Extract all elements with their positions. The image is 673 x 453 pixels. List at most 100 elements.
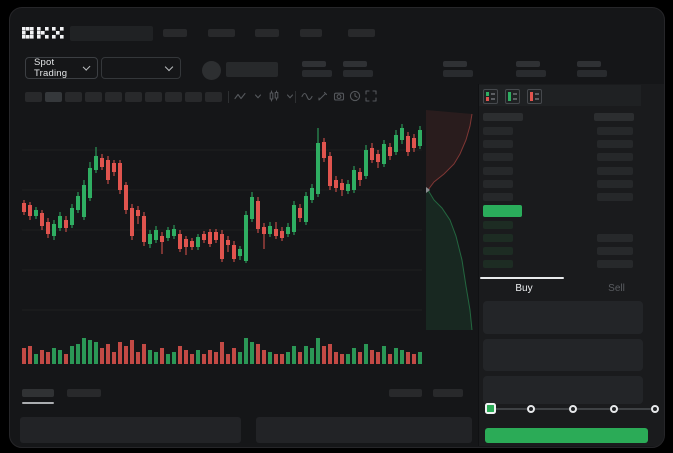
ask-row-size-placeholder[interactable]	[597, 180, 633, 188]
toolbar-block-placeholder[interactable]	[205, 92, 222, 102]
stat-value-placeholder	[343, 70, 373, 77]
candle-body	[88, 168, 92, 198]
buy-submit-button[interactable]	[485, 428, 648, 443]
coin-avatar	[202, 61, 221, 80]
side-mark	[530, 92, 533, 101]
wave-icon[interactable]	[301, 90, 313, 102]
camera-icon[interactable]	[333, 90, 345, 102]
toolbar-block-placeholder[interactable]	[25, 92, 42, 102]
ask-row-size-placeholder[interactable]	[597, 140, 633, 148]
toolbar-block-placeholder[interactable]	[45, 92, 62, 102]
candlestick-chart[interactable]	[18, 108, 426, 370]
candle-body	[262, 227, 266, 234]
candle-body	[304, 196, 308, 222]
toolbar-block-placeholder[interactable]	[105, 92, 122, 102]
slider-stop-dot[interactable]	[651, 405, 659, 413]
depth-chart[interactable]	[426, 110, 478, 332]
fullscreen-icon[interactable]	[365, 90, 377, 102]
nav-item-placeholder[interactable]	[348, 29, 375, 37]
volume-bar	[142, 344, 146, 364]
book-asks-view-icon[interactable]	[527, 89, 542, 104]
slider-stop-dot[interactable]	[609, 405, 618, 413]
volume-bar	[340, 354, 344, 364]
candle-body	[142, 216, 146, 242]
last-price-badge[interactable]	[483, 205, 522, 217]
bid-row-price-placeholder[interactable]	[483, 260, 513, 268]
volume-bar	[184, 350, 188, 364]
toolbar-block-placeholder[interactable]	[145, 92, 162, 102]
slider-stop-dot[interactable]	[568, 405, 577, 413]
toolbar-block-placeholder[interactable]	[165, 92, 182, 102]
volume-bar	[394, 348, 398, 364]
bid-row-size-placeholder[interactable]	[597, 260, 633, 268]
candle-body	[256, 201, 260, 229]
book-split-view-icon[interactable]	[483, 89, 498, 104]
volume-bar	[82, 338, 86, 364]
app-window: Spot Trading	[9, 7, 665, 448]
volume-bar	[400, 350, 404, 364]
toolbar-block-placeholder[interactable]	[125, 92, 142, 102]
okx-logo[interactable]	[22, 27, 64, 40]
bottom-action-placeholder[interactable]	[433, 389, 463, 397]
volume-bar	[304, 346, 308, 364]
ask-row-price-placeholder[interactable]	[483, 167, 513, 175]
bid-row-price-placeholder[interactable]	[483, 247, 513, 255]
okx-logo-glyphs	[22, 27, 64, 39]
chevron-down-icon[interactable]	[252, 90, 264, 102]
tab-sell[interactable]: Sell	[608, 283, 625, 294]
nav-item-placeholder[interactable]	[300, 29, 322, 37]
market-type-dropdown[interactable]: Spot Trading	[25, 57, 98, 79]
pair-selector-dropdown[interactable]	[101, 57, 181, 79]
toolbar-block-placeholder[interactable]	[85, 92, 102, 102]
nav-item-placeholder[interactable]	[255, 29, 279, 37]
header-search-placeholder[interactable]	[70, 26, 153, 41]
pair-name-placeholder	[226, 62, 278, 77]
ask-row-price-placeholder[interactable]	[483, 140, 513, 148]
ask-row-size-placeholder[interactable]	[597, 193, 633, 201]
bid-row-size-placeholder[interactable]	[597, 247, 633, 255]
orders-table-placeholder	[256, 417, 472, 443]
bid-row-price-placeholder[interactable]	[483, 234, 513, 242]
candles-icon[interactable]	[268, 90, 280, 102]
clock-icon[interactable]	[349, 90, 361, 102]
volume-bar	[322, 346, 326, 364]
nav-item-placeholder[interactable]	[208, 29, 235, 37]
ask-row-size-placeholder[interactable]	[597, 153, 633, 161]
tab-buy[interactable]: Buy	[515, 283, 533, 294]
ask-row-price-placeholder[interactable]	[483, 153, 513, 161]
ask-row-price-placeholder[interactable]	[483, 180, 513, 188]
candle-body	[160, 236, 164, 242]
pencil-icon[interactable]	[317, 90, 329, 102]
total-field[interactable]	[483, 376, 643, 404]
ask-row-price-placeholder[interactable]	[483, 193, 513, 201]
book-bids-view-icon[interactable]	[505, 89, 520, 104]
nav-item-placeholder[interactable]	[163, 29, 187, 37]
bid-row-price-placeholder[interactable]	[483, 221, 513, 229]
bid-row-size-placeholder[interactable]	[597, 234, 633, 242]
toolbar-block-placeholder[interactable]	[185, 92, 202, 102]
slider-stop-dot[interactable]	[527, 405, 536, 413]
ask-row-size-placeholder[interactable]	[597, 167, 633, 175]
price-field[interactable]	[483, 301, 643, 334]
bottom-tab-orders[interactable]	[22, 389, 54, 397]
active-tab-underline	[480, 277, 564, 279]
stat-label-placeholder	[343, 61, 367, 67]
candle-body	[82, 185, 86, 217]
stat-label-placeholder	[577, 61, 601, 67]
amount-field[interactable]	[483, 339, 643, 371]
ask-row-price-placeholder[interactable]	[483, 127, 513, 135]
candle-body	[280, 231, 284, 238]
chevron-down-icon[interactable]	[284, 90, 296, 102]
volume-bar	[166, 354, 170, 364]
amount-slider-handle[interactable]	[485, 403, 496, 414]
bottom-action-placeholder[interactable]	[389, 389, 422, 397]
candle-body	[388, 147, 392, 156]
candle-body	[64, 220, 68, 228]
toolbar-block-placeholder[interactable]	[65, 92, 82, 102]
zigzag-icon[interactable]	[234, 90, 246, 102]
bottom-tab-history[interactable]	[67, 389, 101, 397]
candle-body	[328, 156, 332, 186]
line-mark	[535, 98, 539, 100]
ask-row-size-placeholder[interactable]	[597, 127, 633, 135]
candle-body	[334, 180, 338, 188]
